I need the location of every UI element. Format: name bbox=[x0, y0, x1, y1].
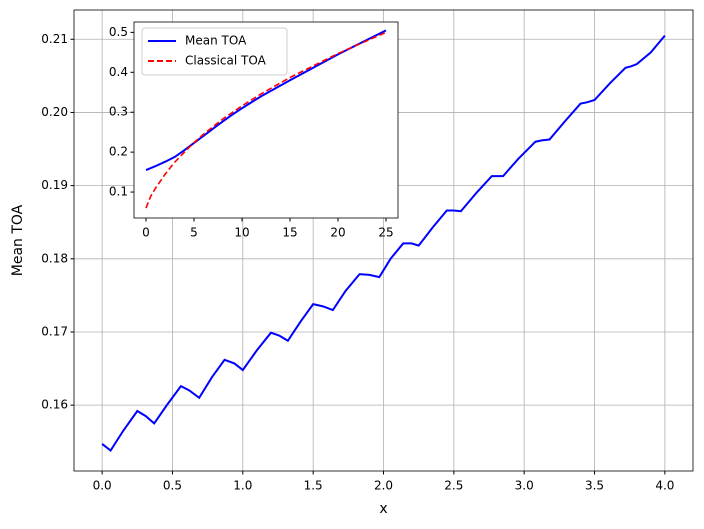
x-tick-label: 2.5 bbox=[444, 479, 463, 493]
y-tick-label: 0.5 bbox=[109, 25, 128, 39]
legend-label: Mean TOA bbox=[185, 34, 247, 48]
x-tick-label: 15 bbox=[282, 226, 297, 240]
x-tick-label: 20 bbox=[330, 226, 345, 240]
x-tick-label: 25 bbox=[378, 226, 393, 240]
data-line bbox=[145, 31, 387, 209]
data-line bbox=[145, 29, 387, 172]
legend-box bbox=[141, 27, 288, 76]
data-line bbox=[101, 34, 666, 452]
x-tick-label: 1.0 bbox=[233, 479, 252, 493]
legend-label: Classical TOA bbox=[185, 54, 267, 68]
y-tick-label: 0.3 bbox=[109, 105, 128, 119]
x-tick-label: 0.5 bbox=[163, 479, 182, 493]
x-tick-label: 0 bbox=[142, 226, 150, 240]
plot-frame bbox=[73, 9, 694, 472]
y-tick-label: 0.2 bbox=[109, 145, 128, 159]
x-tick-label: 0.0 bbox=[93, 479, 112, 493]
x-tick-label: 10 bbox=[234, 226, 249, 240]
x-tick-label: 1.5 bbox=[304, 479, 323, 493]
y-tick-label: 0.19 bbox=[41, 178, 68, 192]
y-tick-label: 0.20 bbox=[41, 105, 68, 119]
y-tick-label: 0.17 bbox=[41, 324, 68, 338]
x-tick-label: 4.0 bbox=[655, 479, 674, 493]
y-axis-label: Mean TOA bbox=[10, 204, 26, 276]
y-tick-label: 0.4 bbox=[109, 65, 128, 79]
plot-frame bbox=[133, 21, 399, 219]
x-axis-label: x bbox=[379, 501, 387, 517]
y-tick-label: 0.21 bbox=[41, 32, 68, 46]
x-tick-label: 2.0 bbox=[374, 479, 393, 493]
x-tick-label: 3.5 bbox=[585, 479, 604, 493]
x-tick-label: 5 bbox=[190, 226, 198, 240]
y-tick-label: 0.1 bbox=[109, 185, 128, 199]
x-tick-label: 3.0 bbox=[515, 479, 534, 493]
y-tick-label: 0.18 bbox=[41, 251, 68, 265]
y-tick-label: 0.16 bbox=[41, 398, 68, 412]
